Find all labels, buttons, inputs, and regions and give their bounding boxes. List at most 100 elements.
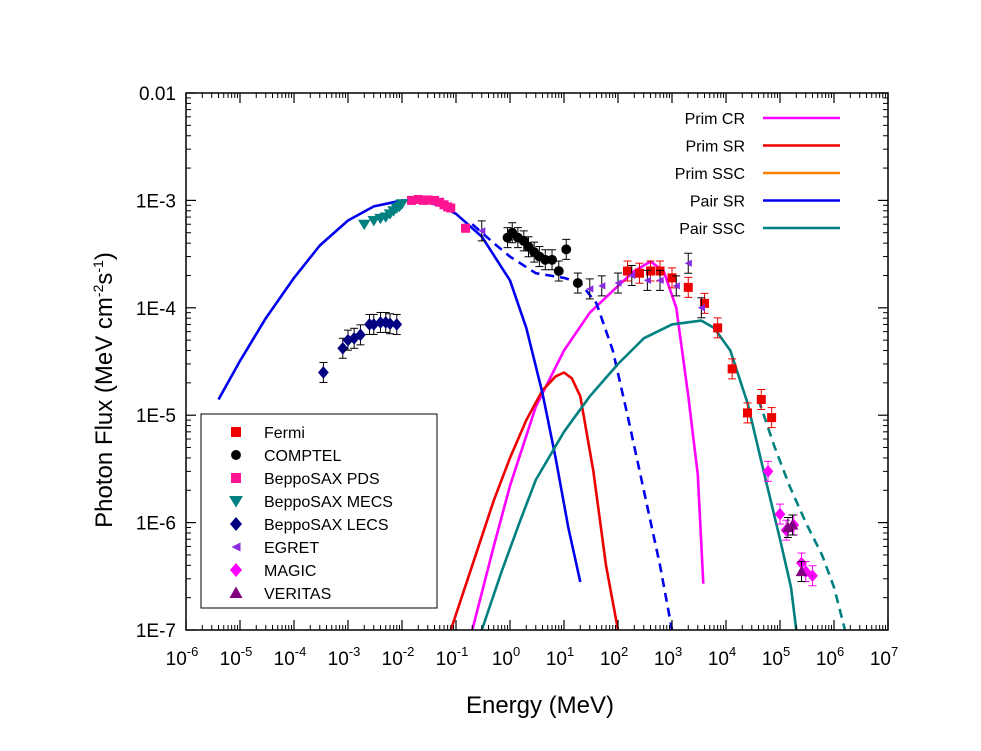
x-tick-base: 10	[492, 649, 513, 670]
model-curve-pair-sr-dashed-	[471, 223, 674, 630]
x-tick-exponent: -4	[295, 644, 307, 659]
legend-label: Fermi	[264, 425, 305, 442]
x-tick-labels: 10-6 10-5 10-4 10-3 10-2 10-1 100 101 102 103 104 1…	[166, 644, 899, 670]
model-legend-label: Pair SR	[690, 194, 745, 211]
x-tick-base: 10	[546, 649, 567, 670]
legend-label: COMPTEL	[264, 448, 341, 465]
data-point	[713, 323, 723, 333]
y-axis-title-part: Photon Flux (MeV cm	[91, 297, 118, 528]
data-point	[623, 266, 633, 276]
y-axis-title-part: s	[91, 273, 118, 285]
series-veritas	[782, 514, 808, 583]
x-tick-exponent: 0	[513, 644, 520, 659]
legend-marker	[231, 450, 241, 460]
x-axis-title: Energy (MeV)	[466, 692, 614, 719]
x-tick-label: 106	[816, 644, 844, 670]
x-tick-label: 10-4	[274, 644, 307, 670]
x-tick-exponent: 7	[891, 644, 898, 659]
series-bepposax-pds	[407, 194, 471, 233]
data-point	[430, 195, 440, 205]
plot-frame	[185, 92, 889, 631]
x-tick-label: 102	[600, 644, 628, 670]
x-tick-exponent: 6	[837, 644, 844, 659]
x-tick-base: 10	[328, 649, 349, 670]
x-tick-base: 10	[382, 649, 403, 670]
x-tick-label: 101	[546, 644, 574, 670]
legend-marker	[230, 563, 242, 577]
data-point	[367, 215, 381, 227]
y-tick-label: 1E-3	[136, 191, 176, 212]
x-tick-exponent: 1	[567, 644, 574, 659]
data-point	[342, 333, 354, 347]
x-tick-exponent: -3	[349, 644, 361, 659]
data-point	[461, 223, 471, 233]
x-tick-exponent: 4	[729, 644, 736, 659]
data-legend: Fermi COMPTEL BeppoSAX PDS BeppoSAX MECS Bep…	[200, 413, 438, 609]
data-point	[683, 282, 693, 292]
data-point	[774, 507, 786, 521]
x-tick-base: 10	[816, 649, 837, 670]
y-tick-label: 1E-5	[136, 406, 176, 427]
x-tick-base: 10	[870, 649, 891, 670]
x-tick-base: 10	[762, 649, 783, 670]
legend-marker	[231, 427, 241, 437]
data-point	[656, 276, 664, 284]
data-point	[767, 413, 777, 423]
model-legend-label: Prim CR	[685, 111, 745, 128]
x-tick-exponent: 5	[783, 644, 790, 659]
model-curve-prim-cr	[471, 260, 705, 630]
y-tick-label: 1E-6	[136, 514, 176, 535]
y-axis-title-exp: -2	[90, 284, 106, 297]
y-axis-title-exp: -1	[90, 260, 106, 273]
legend-marker	[230, 517, 242, 531]
model-legend-label: Prim SSC	[675, 166, 745, 183]
data-point	[614, 279, 622, 287]
x-tick-base: 10	[436, 649, 457, 670]
data-point	[407, 195, 417, 205]
data-point	[384, 317, 396, 331]
y-tick-label: 0.01	[139, 84, 176, 105]
data-point	[598, 282, 606, 290]
axis-ticks	[185, 92, 889, 631]
legend-marker	[229, 496, 243, 508]
x-tick-exponent: -6	[187, 644, 199, 659]
data-point	[700, 298, 710, 308]
y-axis-title: Photon Flux (MeV cm-2s-1)	[90, 252, 118, 528]
data-point	[634, 268, 644, 278]
x-tick-base: 10	[166, 649, 187, 670]
data-point	[423, 195, 433, 205]
model-curve-pair-ssc-dashed-	[757, 399, 847, 630]
data-point	[786, 519, 799, 530]
data-point	[553, 266, 564, 276]
x-tick-base: 10	[220, 649, 241, 670]
data-point	[727, 364, 737, 374]
data-point	[413, 194, 423, 204]
data-point	[561, 244, 572, 255]
model-legend-label: Prim SR	[685, 139, 745, 156]
data-point	[795, 565, 808, 577]
x-tick-label: 107	[870, 644, 898, 670]
data-point	[317, 366, 329, 379]
data-point	[586, 285, 594, 293]
x-tick-exponent: -5	[241, 644, 253, 659]
x-tick-base: 10	[274, 649, 295, 670]
data-point	[478, 227, 486, 235]
y-axis-title-part: )	[91, 252, 118, 260]
y-tick-labels: 1E-7 1E-6 1E-5 1E-4 1E-3 0.01	[136, 84, 177, 642]
y-tick-label: 1E-4	[136, 299, 177, 320]
y-tick-label: 1E-7	[136, 621, 176, 642]
series-bepposax-lecs	[317, 311, 403, 383]
x-tick-exponent: -1	[457, 644, 469, 659]
data-point	[667, 273, 677, 283]
legend-label: BeppoSAX PDS	[264, 471, 380, 488]
series-comptel	[502, 222, 583, 294]
x-tick-base: 10	[654, 649, 675, 670]
x-tick-exponent: 2	[621, 644, 628, 659]
x-tick-base: 10	[708, 649, 729, 670]
x-tick-label: 103	[654, 644, 682, 670]
data-point	[697, 304, 705, 312]
legend-label: MAGIC	[264, 563, 316, 580]
x-tick-label: 10-3	[328, 644, 361, 670]
legend-marker	[229, 586, 243, 598]
